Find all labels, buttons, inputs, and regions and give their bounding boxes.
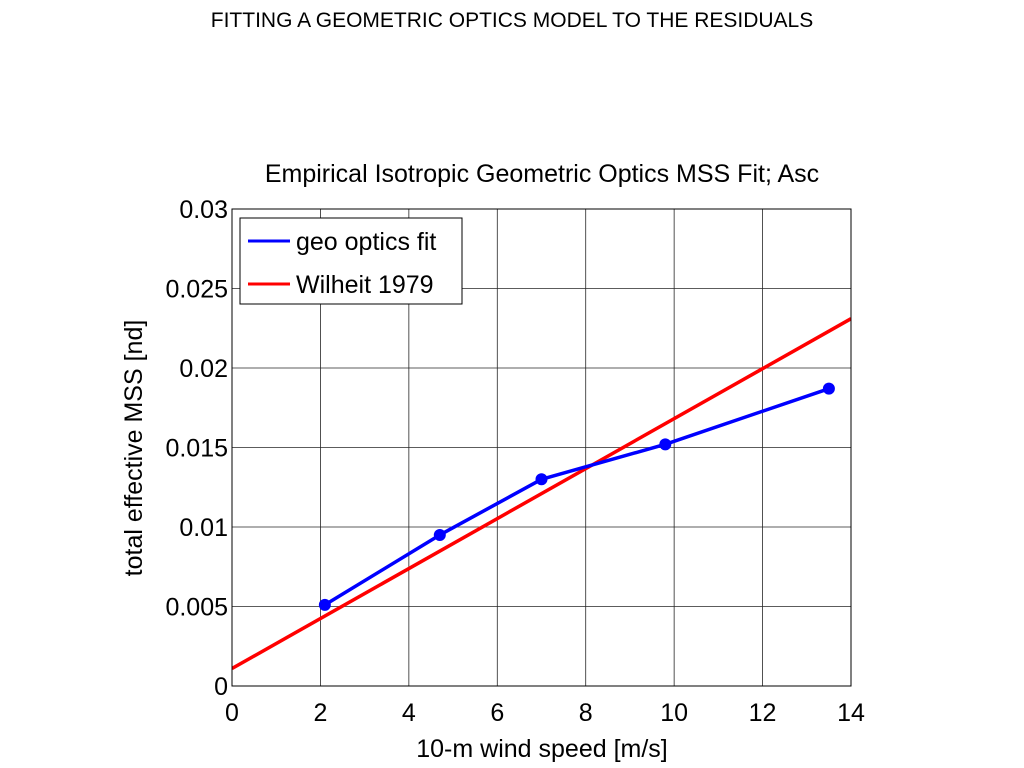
- data-point-geo-optics-fit: [433, 528, 446, 541]
- y-tick-label: 0.005: [165, 594, 228, 622]
- legend-label-wilheit-1979: Wilheit 1979: [296, 271, 434, 299]
- y-tick-label: 0: [214, 673, 228, 701]
- x-tick-label: 8: [579, 699, 593, 727]
- x-tick-label: 6: [490, 699, 504, 727]
- plot-frame: [231, 208, 852, 687]
- y-tick-label: 0.015: [165, 435, 228, 463]
- data-points: [318, 382, 835, 611]
- x-tick-label: 12: [749, 699, 777, 727]
- x-axis-label: 10-m wind speed [m/s]: [416, 735, 668, 763]
- series-line-wilheit-1979: [232, 317, 851, 671]
- data-point-geo-optics-fit: [659, 438, 672, 451]
- data-point-geo-optics-fit: [535, 473, 548, 486]
- y-tick-label: 0.01: [179, 514, 228, 542]
- x-tick-label: 10: [660, 699, 688, 727]
- x-tick-label: 4: [402, 699, 416, 727]
- y-tick-labels: 0 0.005 0.01 0.015 0.02 0.025 0.03: [165, 196, 228, 701]
- chart-title: Empirical Isotropic Geometric Optics MSS…: [265, 160, 819, 188]
- series-lines: [232, 317, 851, 671]
- legend: geo optics fit Wilheit 1979: [239, 217, 463, 305]
- x-tick-label: 14: [837, 699, 865, 727]
- y-axis-label: total effective MSS [nd]: [120, 320, 148, 577]
- slide-title: FITTING A GEOMETRIC OPTICS MODEL TO THE …: [210, 9, 814, 32]
- y-tick-label: 0.03: [179, 196, 228, 224]
- y-tick-label: 0.025: [165, 276, 228, 304]
- legend-box: [239, 217, 463, 305]
- x-tick-labels: 0 2 4 6 8 10 12 14: [225, 699, 865, 727]
- y-tick-label: 0.02: [179, 355, 228, 383]
- x-tick-label: 2: [313, 699, 327, 727]
- x-tick-label: 0: [225, 699, 239, 727]
- legend-label-geo-optics-fit: geo optics fit: [296, 228, 436, 256]
- data-point-geo-optics-fit: [318, 598, 331, 611]
- data-point-geo-optics-fit: [822, 382, 835, 395]
